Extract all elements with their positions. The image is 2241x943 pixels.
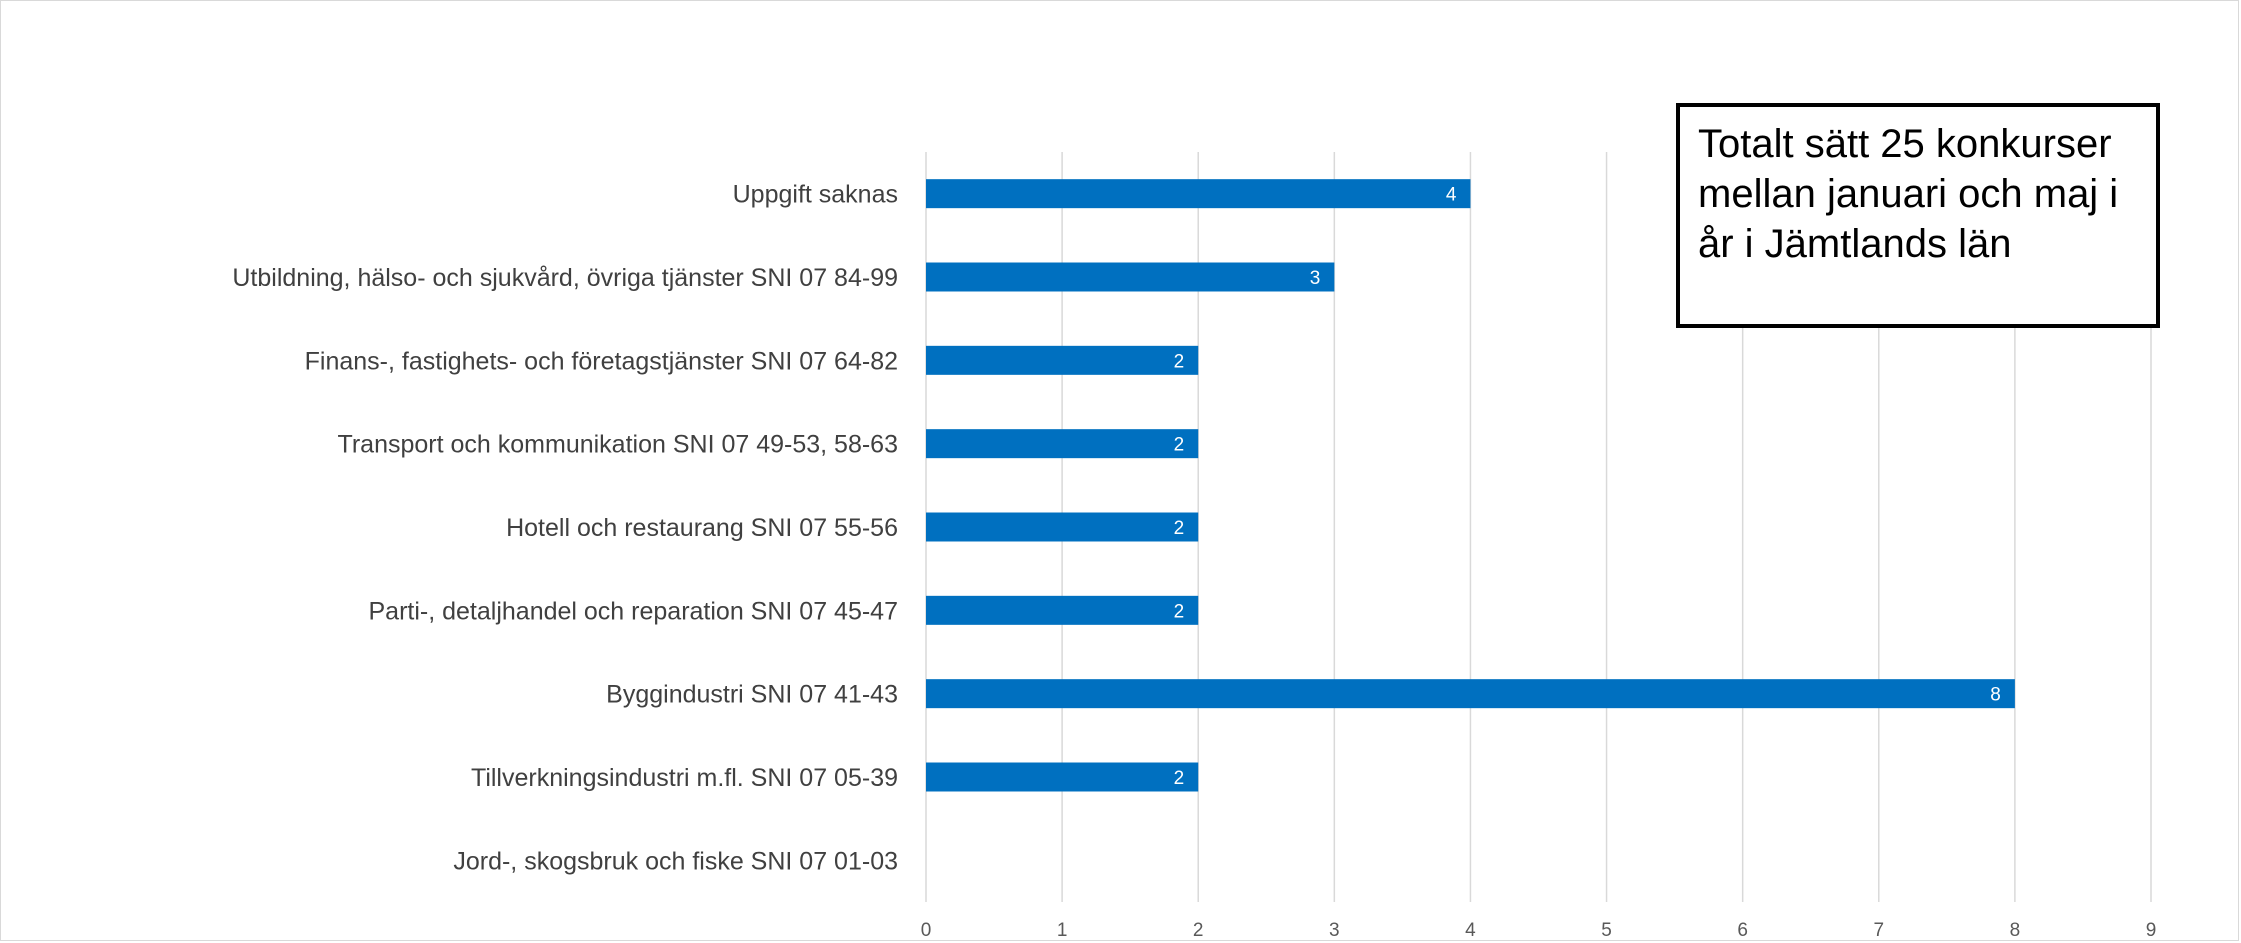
data-label: 2 [1174,351,1185,372]
data-label: 2 [1174,601,1185,622]
annotation-text: Totalt sätt 25 konkurser mellan januari … [1698,122,2119,266]
category-label: Jord-, skogsbruk och fiske SNI 07 01-03 [453,847,898,875]
category-label: Finans-, fastighets- och företagstjänste… [305,347,898,375]
x-tick-label: 5 [1601,920,1612,941]
x-tick-label: 7 [1873,920,1884,941]
category-label: Utbildning, hälso- och sjukvård, övriga … [232,264,898,292]
data-label: 8 [1990,685,2001,706]
category-label: Parti-, detaljhandel och reparation SNI … [369,597,899,625]
x-tick-label: 1 [1057,920,1068,941]
data-label: 2 [1174,768,1185,789]
x-tick-label: 3 [1329,920,1340,941]
bar [926,595,1199,625]
category-label: Tillverkningsindustri m.fl. SNI 07 05-39 [471,764,898,792]
x-tick-label: 8 [2010,920,2021,941]
x-tick-label: 2 [1193,920,1204,941]
annotation-box: Totalt sätt 25 konkurser mellan januari … [1676,103,2160,328]
category-labels: Uppgift saknas Utbildning, hälso- och sju… [232,181,898,876]
bar [926,679,2015,709]
data-label: 4 [1446,185,1457,206]
x-axis-ticks: 0 1 2 3 4 5 6 7 8 9 [921,920,2157,941]
category-label: Uppgift saknas [733,181,898,209]
category-label: Transport och kommunikation SNI 07 49-53… [338,431,898,459]
x-tick-label: 9 [2146,920,2157,941]
x-tick-label: 4 [1465,920,1476,941]
data-label: 2 [1174,518,1185,539]
bar [926,429,1199,459]
category-label: Hotell och restaurang SNI 07 55-56 [506,514,898,542]
x-tick-label: 6 [1737,920,1748,941]
bar [926,345,1199,375]
bars: 4 3 2 2 2 2 8 2 [926,179,2015,792]
category-label: Byggindustri SNI 07 41-43 [606,681,898,709]
x-tick-label: 0 [921,920,932,941]
bar [926,262,1335,292]
bar [926,762,1199,792]
bar [926,179,1471,209]
data-label: 2 [1174,435,1185,456]
bar [926,512,1199,542]
data-label: 3 [1310,268,1321,289]
